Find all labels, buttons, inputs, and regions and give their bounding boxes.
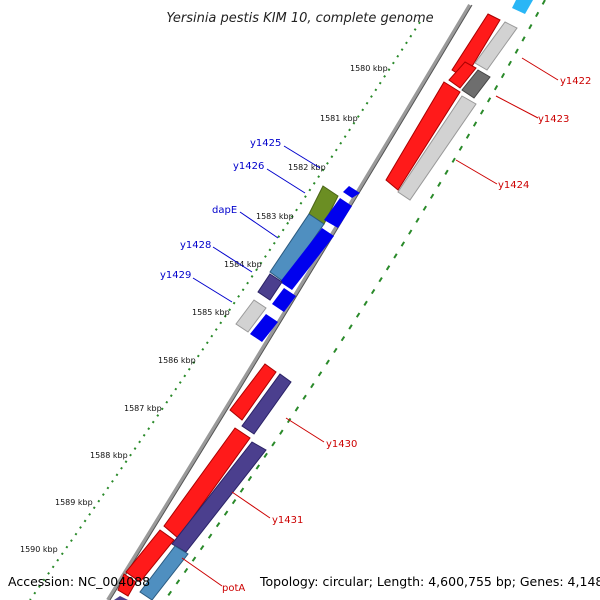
leader-lines (181, 57, 559, 587)
accession-text: Accession: NC_004088 (8, 574, 151, 589)
gene-y1423-reverse[interactable] (461, 69, 491, 99)
tick-label-1582: 1582 kbp (288, 163, 326, 172)
gene-label-y1426[interactable]: y1426 (233, 161, 264, 172)
genome-title: Yersinia pestis KIM 10, complete genome (166, 11, 433, 26)
gene-label-y1422[interactable]: y1422 (560, 76, 591, 87)
gene-dapE-arrow[interactable] (324, 198, 352, 228)
gene-y1429-arrow[interactable] (272, 288, 296, 312)
gene-potA-reverse[interactable] (139, 545, 189, 600)
gene-y1431-reverse[interactable] (171, 441, 267, 553)
gene-y1429[interactable] (235, 299, 267, 333)
gene-potA-forward[interactable] (125, 529, 175, 583)
tick-label-1589: 1589 kbp (55, 498, 93, 507)
tick-label-1583: 1583 kbp (256, 212, 294, 221)
topology-text: Topology: circular; Length: 4,600,755 bp… (260, 574, 600, 589)
gene-labels: y1425 y1426 dapE y1428 y1429 y1422 y1423… (160, 76, 591, 594)
tick-label-1590: 1590 kbp (20, 545, 58, 554)
gene-y1423-forward[interactable] (448, 61, 477, 89)
gene-bottom-purple[interactable] (114, 596, 128, 600)
gene-label-y1429[interactable]: y1429 (160, 270, 191, 281)
gene-label-y1423[interactable]: y1423 (538, 114, 569, 125)
gene-bottom-forward[interactable] (117, 573, 137, 597)
tick-label-1586: 1586 kbp (158, 356, 196, 365)
gene-small-blue-arrow[interactable] (250, 314, 278, 342)
gene-y1428-arrow[interactable] (280, 228, 334, 290)
gene-label-y1430[interactable]: y1430 (326, 439, 357, 450)
tick-label-1587: 1587 kbp (124, 404, 162, 413)
gene-y1424-forward[interactable] (385, 81, 461, 191)
genome-backbone-shadow (109, 4, 473, 600)
tick-label-1585: 1585 kbp (192, 308, 230, 317)
tick-label-1581: 1581 kbp (320, 114, 358, 123)
tick-label-1584: 1584 kbp (224, 260, 262, 269)
gene-y1430-forward[interactable] (229, 363, 277, 421)
gene-y1430-reverse[interactable] (241, 373, 292, 435)
tick-label-1588: 1588 kbp (90, 451, 128, 460)
gene-label-y1425[interactable]: y1425 (250, 138, 281, 149)
gene-y1422-reverse[interactable] (474, 21, 518, 71)
forward-strand-features (114, 0, 533, 600)
gene-y1425-arrow[interactable] (343, 186, 360, 198)
gene-y1428[interactable] (257, 273, 283, 301)
reverse-strand-features (235, 185, 360, 342)
tick-label-1580: 1580 kbp (350, 64, 388, 73)
gene-label-y1424[interactable]: y1424 (498, 180, 529, 191)
gene-label-dapE[interactable]: dapE (212, 205, 237, 216)
gene-label-y1428[interactable]: y1428 (180, 240, 211, 251)
gene-y1424-reverse[interactable] (397, 95, 477, 201)
gene-label-potA[interactable]: potA (222, 583, 245, 594)
tick-labels: 1580 kbp 1581 kbp 1582 kbp 1583 kbp 1584… (20, 64, 388, 554)
gene-label-y1431[interactable]: y1431 (272, 515, 303, 526)
gene-top-sky[interactable] (512, 0, 533, 14)
ruler-dashed-inner (164, 0, 546, 600)
